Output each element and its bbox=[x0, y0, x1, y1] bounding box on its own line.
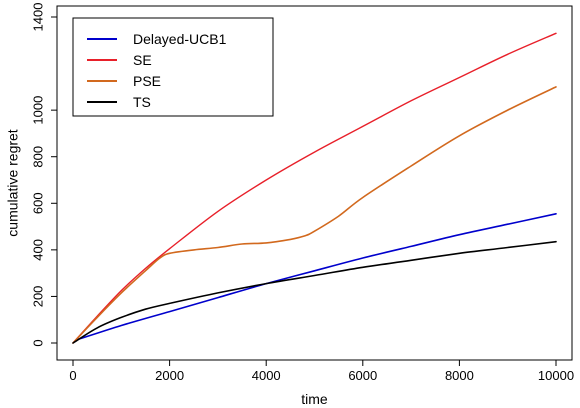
y-tick-label: 800 bbox=[30, 146, 45, 168]
y-axis-title: cumulative regret bbox=[5, 129, 21, 236]
y-tick-label: 1400 bbox=[30, 3, 45, 32]
y-tick-label: 0 bbox=[30, 339, 45, 346]
y-tick-label: 400 bbox=[30, 239, 45, 261]
y-tick-label: 600 bbox=[30, 192, 45, 214]
y-tick-label: 200 bbox=[30, 286, 45, 308]
legend: Delayed-UCB1 SE PSE TS bbox=[72, 17, 274, 117]
x-tick-label: 2000 bbox=[155, 368, 184, 383]
x-axis: 0 2000 4000 6000 8000 10000 bbox=[69, 359, 574, 383]
legend-label-delayed-ucb1: Delayed-UCB1 bbox=[133, 31, 227, 47]
y-axis: 0 200 400 600 800 1000 1400 bbox=[30, 3, 58, 347]
x-axis-title: time bbox=[301, 391, 328, 407]
y-tick-label: 1000 bbox=[30, 96, 45, 125]
x-tick-label: 4000 bbox=[252, 368, 281, 383]
series-layer bbox=[72, 32, 557, 344]
series-line-pse bbox=[72, 86, 557, 344]
legend-box bbox=[72, 17, 274, 117]
series-line-delayed-ucb1 bbox=[77, 213, 557, 341]
x-tick-label: 6000 bbox=[348, 368, 377, 383]
legend-label-ts: TS bbox=[133, 94, 151, 110]
legend-label-se: SE bbox=[133, 52, 152, 68]
x-tick-label: 10000 bbox=[538, 368, 574, 383]
series-line-se bbox=[72, 32, 557, 344]
legend-label-pse: PSE bbox=[133, 73, 161, 89]
series-line-ts bbox=[72, 240, 557, 344]
x-tick-label: 0 bbox=[69, 368, 76, 383]
x-tick-label: 8000 bbox=[445, 368, 474, 383]
